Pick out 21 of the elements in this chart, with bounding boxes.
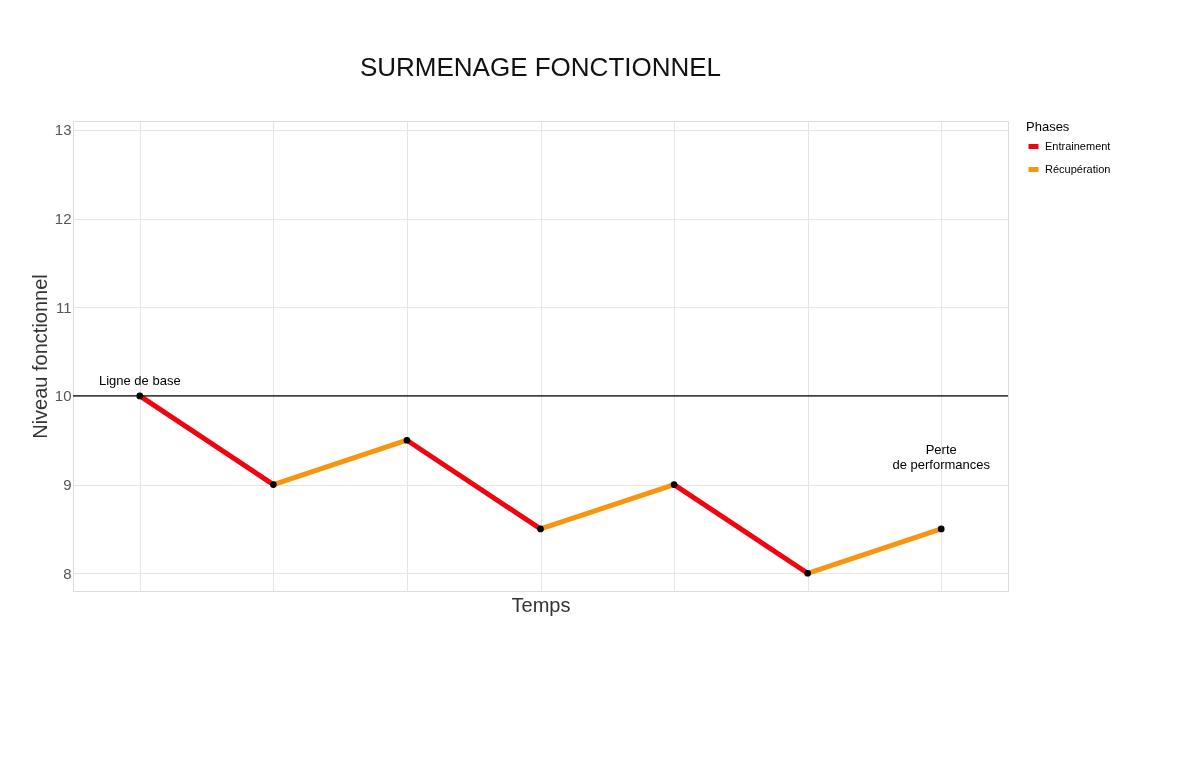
y-tick-label: 10 [54,387,72,405]
point [403,436,411,444]
y-axis-title: Niveau fonctionnel [28,274,51,439]
point [537,525,544,533]
y-tick-label: 11 [55,298,72,316]
point [804,569,811,577]
point [937,525,945,533]
legend-label: Récupération [1045,162,1111,175]
y-tick-label: 9 [63,476,72,494]
x-axis-title: Temps [511,593,571,616]
ref-line-label: Ligne de base [98,372,181,388]
legend-title: Phases [1026,119,1070,134]
y-tick-label: 12 [54,210,72,228]
point [136,392,144,400]
point [270,481,277,488]
legend-label: Entrainement [1045,139,1111,152]
y-tick-label: 8 [63,564,72,582]
point [670,481,678,488]
chart-title: SURMENAGE FONCTIONNEL [359,52,722,82]
annotation: Perte de performances [892,441,991,472]
y-tick-label: 13 [54,121,72,139]
